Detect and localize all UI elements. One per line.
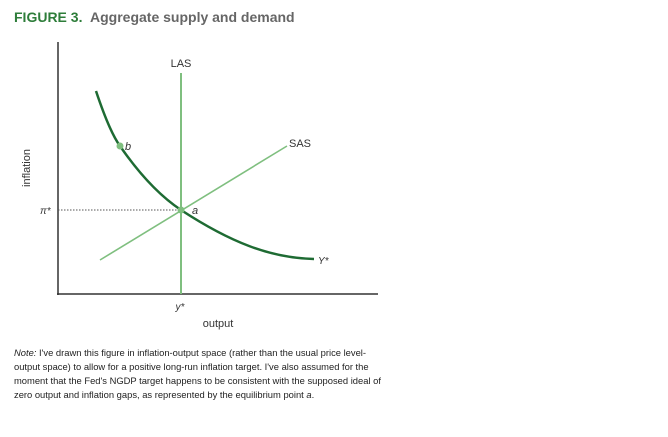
sas-line [99,145,288,261]
note-text: zero output and inflation gaps, as repre… [14,389,304,400]
ad-label: Y* [318,256,330,267]
point-b [116,142,124,150]
sas-label: SAS [289,138,311,150]
y-axis-label: inflation [21,149,33,187]
note-end: . [312,389,315,400]
note-line: moment that the Fed's NGDP target happen… [14,375,381,386]
note-emphasis: a [306,389,311,400]
note-line: output space) to allow for a positive lo… [14,361,369,372]
figure-number: FIGURE 3. [14,9,82,25]
note-line: zero output and inflation gaps, as repre… [14,389,314,400]
x-axis-label: output [203,318,234,330]
y-star-label: y* [175,302,186,313]
note-label: Note: [14,347,37,358]
figure-title: Aggregate supply and demand [90,9,295,25]
point-a [177,206,185,214]
note-text: I've drawn this figure in inflation-outp… [39,347,366,358]
point-a-label: a [192,205,198,217]
ad-curve [94,90,315,261]
point-b-label: b [125,141,131,153]
las-label: LAS [171,58,192,70]
pi-star-label: π* [40,206,52,217]
note-line: Note: I've drawn this figure in inflatio… [14,347,366,358]
